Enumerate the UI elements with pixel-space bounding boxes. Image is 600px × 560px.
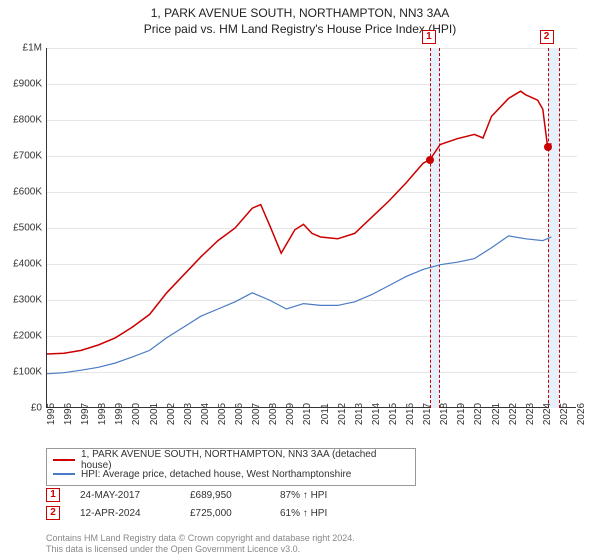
line-series — [47, 48, 577, 408]
marker-box: 2 — [540, 30, 554, 44]
title-subtitle: Price paid vs. HM Land Registry's House … — [0, 22, 600, 36]
sale-marker-2: 2 — [46, 506, 60, 520]
sale-row-1: 1 24-MAY-2017 £689,950 87% ↑ HPI — [46, 486, 576, 504]
sale-pct-1: 87% ↑ HPI — [280, 490, 360, 501]
legend-row-1: 1, PARK AVENUE SOUTH, NORTHAMPTON, NN3 3… — [53, 453, 409, 467]
legend-swatch-1 — [53, 459, 75, 461]
sale-price-2: £725,000 — [190, 508, 260, 519]
y-tick-label: £300K — [2, 295, 42, 306]
sale-pct-2: 61% ↑ HPI — [280, 508, 360, 519]
y-tick-label: £700K — [2, 151, 42, 162]
y-tick-label: £500K — [2, 223, 42, 234]
y-tick-label: £900K — [2, 79, 42, 90]
legend-label-2: HPI: Average price, detached house, West… — [81, 469, 351, 480]
sale-date-1: 24-MAY-2017 — [80, 490, 170, 501]
marker-box: 1 — [422, 30, 436, 44]
y-tick-label: £400K — [2, 259, 42, 270]
y-tick-label: £200K — [2, 331, 42, 342]
sale-date-2: 12-APR-2024 — [80, 508, 170, 519]
sale-row-2: 2 12-APR-2024 £725,000 61% ↑ HPI — [46, 504, 576, 522]
chart-container: 1, PARK AVENUE SOUTH, NORTHAMPTON, NN3 3… — [0, 0, 600, 560]
title-address: 1, PARK AVENUE SOUTH, NORTHAMPTON, NN3 3… — [0, 6, 600, 20]
series-property — [47, 91, 551, 354]
legend-swatch-2 — [53, 473, 75, 475]
x-tick-label: 2026 — [576, 403, 600, 425]
sales-table: 1 24-MAY-2017 £689,950 87% ↑ HPI 2 12-AP… — [46, 486, 576, 522]
sale-marker-1: 1 — [46, 488, 60, 502]
series-hpi — [47, 236, 551, 374]
chart-area: £0£100K£200K£300K£400K£500K£600K£700K£80… — [46, 48, 576, 408]
y-tick-label: £0 — [2, 403, 42, 414]
y-tick-label: £1M — [2, 43, 42, 54]
footer-line-2: This data is licensed under the Open Gov… — [46, 544, 355, 556]
footer-line-1: Contains HM Land Registry data © Crown c… — [46, 533, 355, 545]
legend: 1, PARK AVENUE SOUTH, NORTHAMPTON, NN3 3… — [46, 448, 416, 486]
y-tick-label: £100K — [2, 367, 42, 378]
plot-area — [46, 48, 576, 408]
sale-price-1: £689,950 — [190, 490, 260, 501]
sale-dot — [426, 156, 434, 164]
y-tick-label: £800K — [2, 115, 42, 126]
footer: Contains HM Land Registry data © Crown c… — [46, 533, 355, 556]
sale-dot — [544, 143, 552, 151]
titles: 1, PARK AVENUE SOUTH, NORTHAMPTON, NN3 3… — [0, 0, 600, 36]
y-tick-label: £600K — [2, 187, 42, 198]
